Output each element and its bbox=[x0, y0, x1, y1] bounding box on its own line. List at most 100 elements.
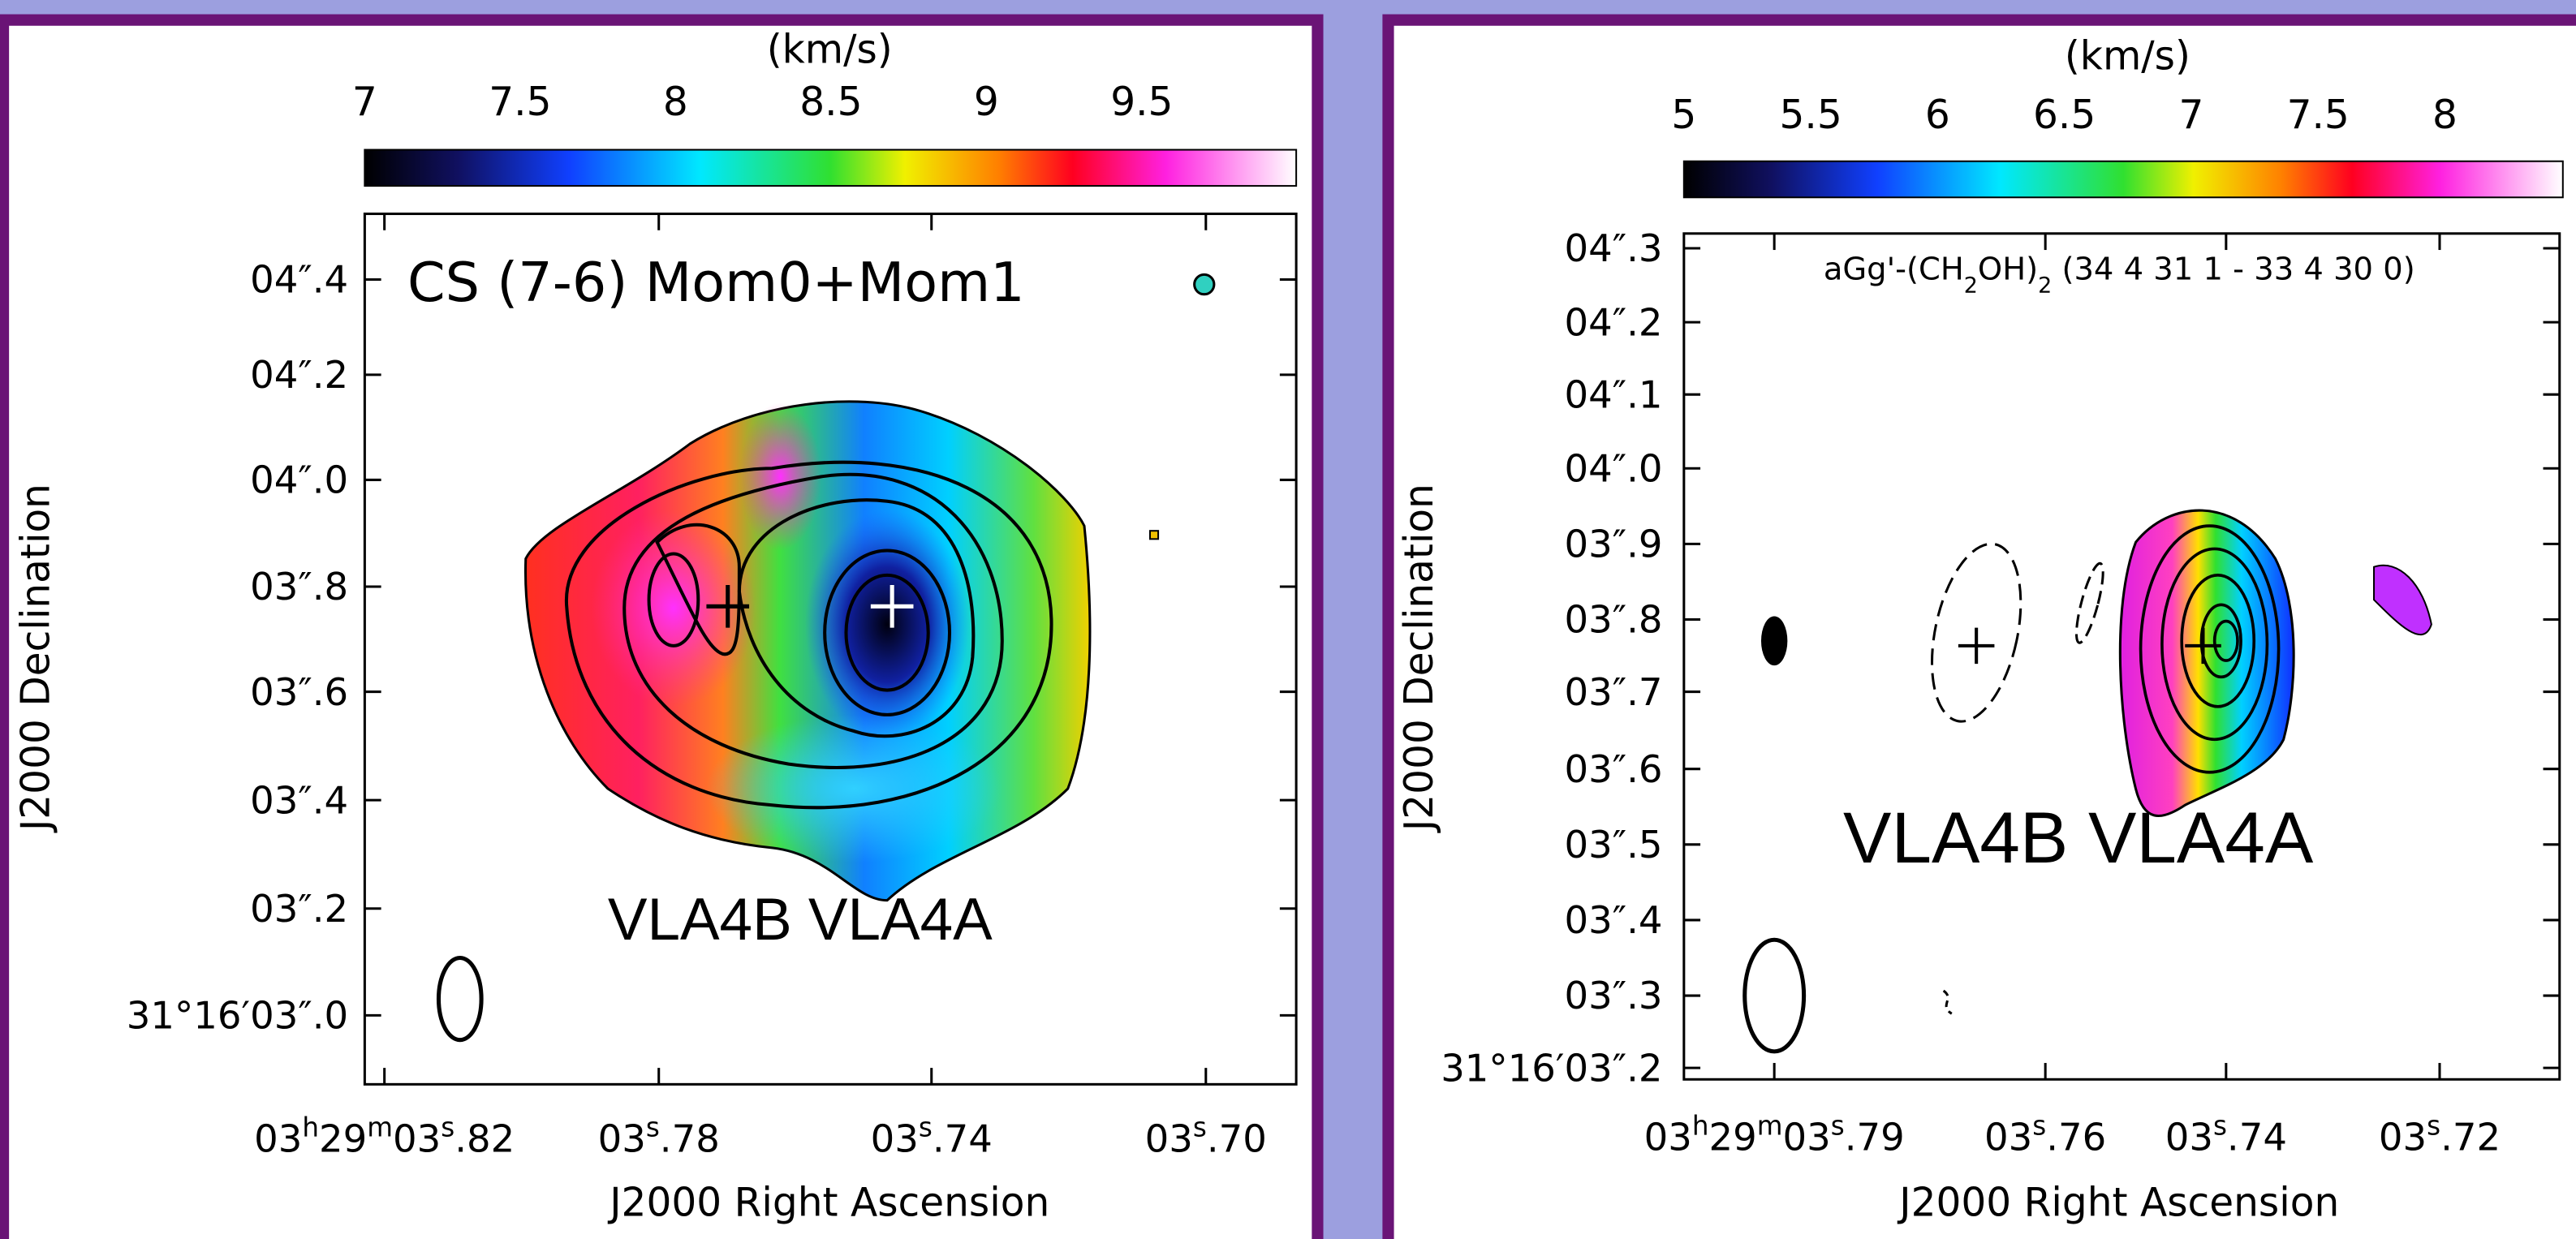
text-part: 29 bbox=[319, 1116, 367, 1160]
panel-title: aGg'-(CH2OH)2 (34 4 31 1 - 33 4 30 0) bbox=[1824, 251, 2415, 297]
colorbar-unit: (km/s) bbox=[2065, 33, 2190, 79]
text-part: 03 bbox=[393, 1116, 441, 1160]
text-part: s bbox=[2427, 1110, 2440, 1141]
source-marker bbox=[706, 584, 750, 628]
x-tick-label: 03s.70 bbox=[1145, 1112, 1267, 1160]
text-part: m bbox=[1757, 1110, 1783, 1141]
colorbar-tick-label: 5 bbox=[1671, 92, 1696, 138]
text-part: m bbox=[367, 1112, 393, 1142]
text-part: s bbox=[919, 1112, 933, 1142]
contour bbox=[1942, 989, 1953, 1015]
y-tick-label: 03″.8 bbox=[1564, 598, 1662, 642]
text-part: .78 bbox=[660, 1116, 720, 1160]
text-part: 03 bbox=[1782, 1115, 1830, 1159]
source-marker bbox=[870, 584, 914, 628]
text-part: .79 bbox=[1845, 1115, 1905, 1159]
colorbar-tick-label: 7.5 bbox=[489, 80, 551, 125]
y-tick-label: 31°16′03″.2 bbox=[1441, 1046, 1662, 1090]
x-tick-label: 03s.74 bbox=[871, 1112, 993, 1160]
text-part: h bbox=[302, 1112, 319, 1142]
map-feature bbox=[804, 509, 970, 740]
x-axis-label: J2000 Right Ascension bbox=[607, 1180, 1049, 1225]
text-part: .72 bbox=[2440, 1115, 2501, 1159]
text-part: h bbox=[1692, 1110, 1709, 1141]
plot-frame bbox=[363, 212, 1298, 1086]
source-labels: VLA4B VLA4A bbox=[1843, 797, 2314, 878]
y-tick-label: 04″.1 bbox=[1564, 372, 1662, 416]
y-tick-label: 04″.4 bbox=[250, 258, 348, 302]
right-map bbox=[1742, 509, 2432, 1054]
text-part: 2 bbox=[1964, 273, 1978, 298]
y-tick-label: 03″.6 bbox=[1564, 747, 1662, 791]
y-tick-label: 03″.4 bbox=[1564, 898, 1662, 942]
contours bbox=[2139, 524, 2281, 774]
text-part: .82 bbox=[454, 1116, 515, 1160]
y-tick-label: 04″.0 bbox=[1564, 446, 1662, 490]
y-axis-label: J2000 Declination bbox=[1397, 484, 1442, 833]
text-part: 2 bbox=[2038, 273, 2052, 298]
colorbar bbox=[364, 148, 1298, 187]
source-labels: VLA4B VLA4A bbox=[608, 887, 993, 953]
text-part: 03 bbox=[2379, 1115, 2427, 1159]
y-tick-label: 03″.4 bbox=[250, 778, 348, 822]
colorbar-tick-label: 7.5 bbox=[2287, 92, 2350, 138]
text-part: 03 bbox=[1644, 1115, 1692, 1159]
colorbar-tick-label: 7 bbox=[352, 80, 377, 125]
text-part: s bbox=[1831, 1110, 1845, 1141]
text-part: s bbox=[646, 1112, 660, 1142]
text-part: OH) bbox=[1978, 251, 2038, 287]
contour bbox=[2074, 561, 2104, 644]
plot-frame bbox=[1682, 232, 2561, 1081]
colorbar-tick-label: 7 bbox=[2178, 92, 2203, 138]
x-tick-label: 03s.74 bbox=[2165, 1110, 2287, 1159]
text-part: 03 bbox=[871, 1116, 919, 1160]
text-part: 03 bbox=[1145, 1116, 1193, 1160]
source-marker bbox=[1958, 627, 2221, 665]
map-feature bbox=[706, 714, 1002, 863]
x-tick-label: 03s.72 bbox=[2379, 1110, 2501, 1159]
y-tick-label: 04″.2 bbox=[1564, 300, 1662, 344]
colorbar-tick-label: 8 bbox=[2432, 92, 2458, 138]
y-tick-label: 04″.2 bbox=[250, 353, 348, 397]
text-part: 03 bbox=[2165, 1115, 2213, 1159]
left-map bbox=[436, 273, 1216, 1043]
beam bbox=[1742, 937, 1807, 1054]
text-part: aGg'-(CH bbox=[1824, 251, 1964, 287]
colorbar-tick-label: 9 bbox=[974, 80, 999, 125]
y-tick-label: 04″.3 bbox=[1564, 226, 1662, 270]
map-feature bbox=[1193, 273, 1216, 296]
text-part: 29 bbox=[1709, 1115, 1757, 1159]
text-part: s bbox=[2032, 1110, 2046, 1141]
y-tick-label: 31°16′03″.0 bbox=[127, 994, 348, 1038]
contour bbox=[1930, 542, 2022, 723]
y-axis-label: J2000 Declination bbox=[14, 484, 59, 833]
y-tick-label: 03″.6 bbox=[250, 670, 348, 714]
text-part: s bbox=[1193, 1112, 1207, 1142]
beam bbox=[436, 955, 484, 1043]
x-axis-label: J2000 Right Ascension bbox=[1897, 1180, 2339, 1225]
colorbar-tick-label: 5.5 bbox=[1779, 92, 1842, 138]
colorbar-tick-label: 6 bbox=[1925, 92, 1950, 138]
colorbar bbox=[1682, 160, 2564, 199]
y-tick-label: 03″.9 bbox=[1564, 523, 1662, 566]
text-part: 03 bbox=[598, 1116, 646, 1160]
map-feature bbox=[1760, 616, 1788, 666]
y-tick-label: 04″.0 bbox=[250, 458, 348, 502]
x-tick-label: 03h29m03s.79 bbox=[1644, 1110, 1905, 1159]
colorbar-tick-label: 9.5 bbox=[1110, 80, 1173, 125]
text-part: .70 bbox=[1207, 1116, 1267, 1160]
y-tick-label: 03″.3 bbox=[1564, 974, 1662, 1017]
text-part: 03 bbox=[1984, 1115, 2032, 1159]
text-part: (34 4 31 1 - 33 4 30 0) bbox=[2052, 251, 2414, 287]
text-part: 03 bbox=[254, 1116, 302, 1160]
contours bbox=[565, 460, 1053, 810]
x-tick-label: 03s.76 bbox=[1984, 1110, 2106, 1159]
colorbar-tick-label: 6.5 bbox=[2033, 92, 2096, 138]
panel bbox=[1382, 14, 2576, 1239]
text-part: s bbox=[2213, 1110, 2227, 1141]
x-tick-label: 03h29m03s.82 bbox=[254, 1112, 515, 1160]
text-part: .74 bbox=[2227, 1115, 2287, 1159]
colorbar-tick-label: 8 bbox=[663, 80, 688, 125]
